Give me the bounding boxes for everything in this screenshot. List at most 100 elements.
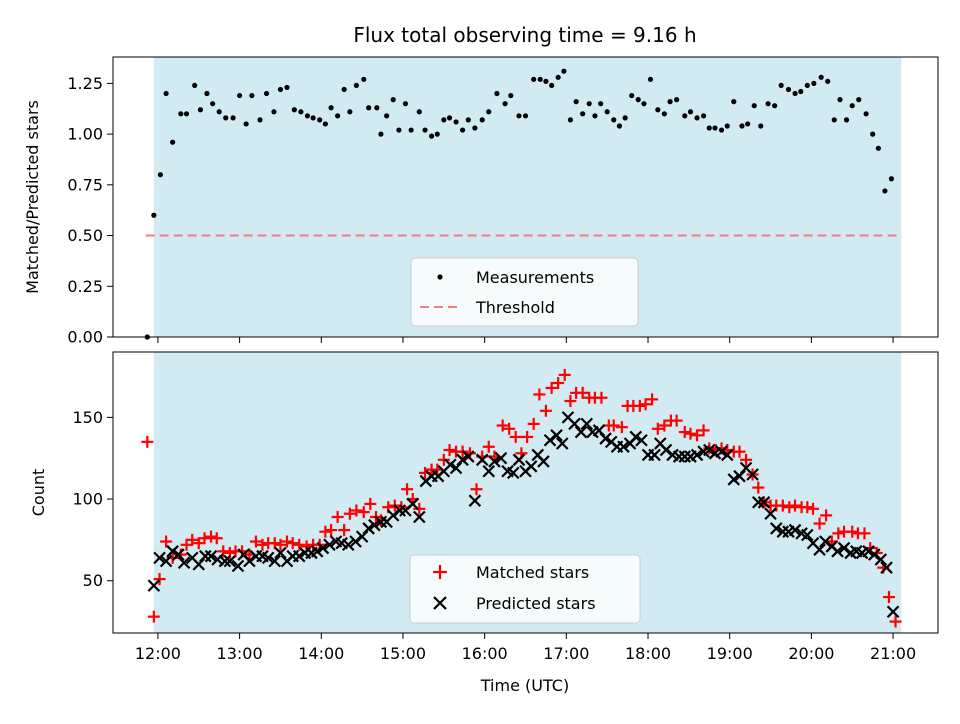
- bottom-panel-frame: [112, 351, 939, 634]
- chart-title: Flux total observing time = 9.16 h: [353, 23, 696, 47]
- measurement-point: [611, 117, 617, 123]
- matched-star-point: [274, 538, 287, 551]
- matched-star-point: [832, 527, 845, 540]
- measurement-point: [151, 212, 157, 218]
- matched-star-point: [325, 524, 338, 537]
- measurement-point: [390, 97, 396, 103]
- measurement-point: [516, 113, 522, 119]
- measurement-point: [622, 115, 628, 121]
- measurement-point: [277, 86, 284, 93]
- measurement-point: [157, 172, 163, 178]
- measurement-point: [888, 176, 895, 182]
- measurement-point: [598, 101, 604, 107]
- measurement-point: [508, 92, 514, 99]
- predicted-star-point: [813, 543, 826, 556]
- matched-star-point: [205, 530, 218, 543]
- measurement-point: [849, 103, 855, 109]
- legend-matched-marker: [433, 565, 447, 579]
- measurement-point: [271, 109, 277, 115]
- measurement-point: [674, 97, 680, 103]
- measurement-point: [257, 117, 263, 123]
- measurement-point: [778, 82, 784, 89]
- predicted-star-point: [568, 417, 581, 431]
- x-tick-label: 16:00: [462, 644, 508, 663]
- measurement-point: [453, 119, 459, 125]
- matched-star-point: [684, 427, 697, 440]
- predicted-star-point: [574, 425, 588, 439]
- bottom-y-ticks: 50 100 150: [72, 408, 113, 590]
- measurement-point: [197, 107, 204, 113]
- measurement-point: [561, 68, 567, 74]
- matched-star-point: [607, 419, 620, 432]
- matched-star-point: [697, 424, 710, 437]
- measurement-point: [249, 92, 255, 99]
- matched-star-point: [752, 481, 765, 494]
- matched-star-point: [413, 502, 426, 515]
- predicted-star-point: [362, 522, 375, 535]
- matched-star-point: [807, 502, 820, 515]
- matched-star-point: [783, 501, 796, 514]
- measurement-point: [183, 111, 190, 117]
- matched-star-point: [740, 453, 753, 466]
- matched-star-point: [539, 404, 552, 417]
- legend-measurements-marker: [437, 274, 443, 280]
- measurement-point: [347, 109, 353, 115]
- predicted-star-point: [599, 432, 612, 445]
- predicted-star-point: [166, 545, 179, 558]
- matched-star-point: [533, 388, 546, 401]
- measurement-point: [661, 111, 667, 117]
- predicted-star-point: [355, 530, 369, 543]
- matched-star-point: [343, 507, 356, 520]
- predicted-star-point: [524, 460, 538, 473]
- predicted-star-point: [659, 443, 673, 457]
- top-y-tick-label: 1.00: [67, 125, 103, 144]
- matched-star-point: [350, 504, 363, 517]
- predicted-star-point: [629, 430, 643, 444]
- predicted-star-point: [243, 554, 256, 568]
- measurement-point: [792, 90, 798, 97]
- measurement-point: [745, 121, 751, 127]
- measurement-point: [396, 127, 402, 133]
- predicted-star-point: [231, 559, 245, 573]
- matched-star-point: [338, 524, 351, 537]
- measurement-point: [374, 105, 380, 111]
- measurement-point: [641, 101, 647, 107]
- predicted-star-point: [223, 554, 237, 568]
- matched-star-point: [858, 527, 871, 540]
- predicted-star-point: [316, 541, 330, 555]
- measurement-point: [494, 90, 500, 97]
- measurement-point: [870, 131, 876, 137]
- predicted-star-point: [482, 464, 496, 478]
- predicted-star-point: [374, 515, 388, 529]
- matched-star-point: [160, 535, 173, 548]
- bottom-y-axis-label: Count: [29, 469, 48, 517]
- bottom-x-ticks: 12:00 13:00 14:00 15:00 16:00 17:00 18:00 19:00…: [135, 633, 916, 663]
- measurement-point: [428, 133, 435, 139]
- predicted-star-point: [862, 545, 875, 558]
- measurement-point: [604, 109, 610, 115]
- predicted-star-point: [720, 448, 734, 462]
- measurement-point: [694, 115, 700, 121]
- matched-star-point: [545, 381, 558, 394]
- measurement-point: [335, 113, 341, 119]
- matched-star-point: [210, 532, 223, 545]
- measurement-point: [402, 101, 409, 107]
- measurement-point: [825, 78, 831, 84]
- predicted-star-point: [874, 553, 888, 566]
- measurement-point: [291, 107, 297, 113]
- x-tick-label: 15:00: [380, 644, 426, 663]
- matched-star-point: [527, 417, 540, 430]
- predicted-star-point: [147, 579, 161, 592]
- measurement-point: [567, 117, 574, 123]
- predicted-star-point: [788, 523, 802, 537]
- matched-star-point: [595, 391, 608, 404]
- matched-star-point: [633, 399, 646, 412]
- measurement-point: [635, 97, 641, 103]
- predicted-star-point: [690, 448, 704, 462]
- measurement-point: [237, 92, 243, 99]
- measurement-point: [230, 115, 236, 121]
- measurement-point: [629, 92, 635, 99]
- matched-star-point: [558, 368, 571, 381]
- predicted-star-point: [172, 548, 185, 561]
